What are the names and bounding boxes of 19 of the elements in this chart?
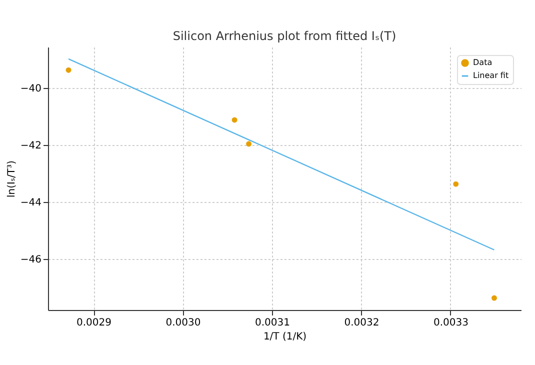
point bbox=[232, 117, 238, 123]
x-tick-label: 0.0032 bbox=[344, 318, 380, 328]
x-tick-label: 0.0030 bbox=[166, 318, 201, 328]
y-tick-label: −42 bbox=[20, 140, 42, 152]
legend-label: Linear fit bbox=[473, 71, 509, 80]
y-tick-label: −44 bbox=[20, 198, 42, 209]
x-tick-label: 0.0029 bbox=[76, 318, 112, 328]
x-axis-title: 1/T (1/K) bbox=[263, 332, 307, 342]
legend-label: Data bbox=[473, 58, 492, 67]
y-tick-label: −46 bbox=[20, 254, 42, 266]
chart-title: Silicon Arrhenius plot from fitted Iₛ(T) bbox=[172, 29, 396, 43]
point bbox=[66, 67, 72, 73]
y-tick-label: −40 bbox=[20, 84, 42, 95]
point bbox=[246, 141, 252, 147]
x-tick-label: 0.0031 bbox=[255, 318, 290, 328]
x-tick-label: 0.0033 bbox=[433, 318, 468, 328]
point bbox=[491, 295, 497, 301]
point bbox=[453, 181, 459, 187]
y-axis-title: ln(Iₛ/T³) bbox=[6, 160, 18, 198]
